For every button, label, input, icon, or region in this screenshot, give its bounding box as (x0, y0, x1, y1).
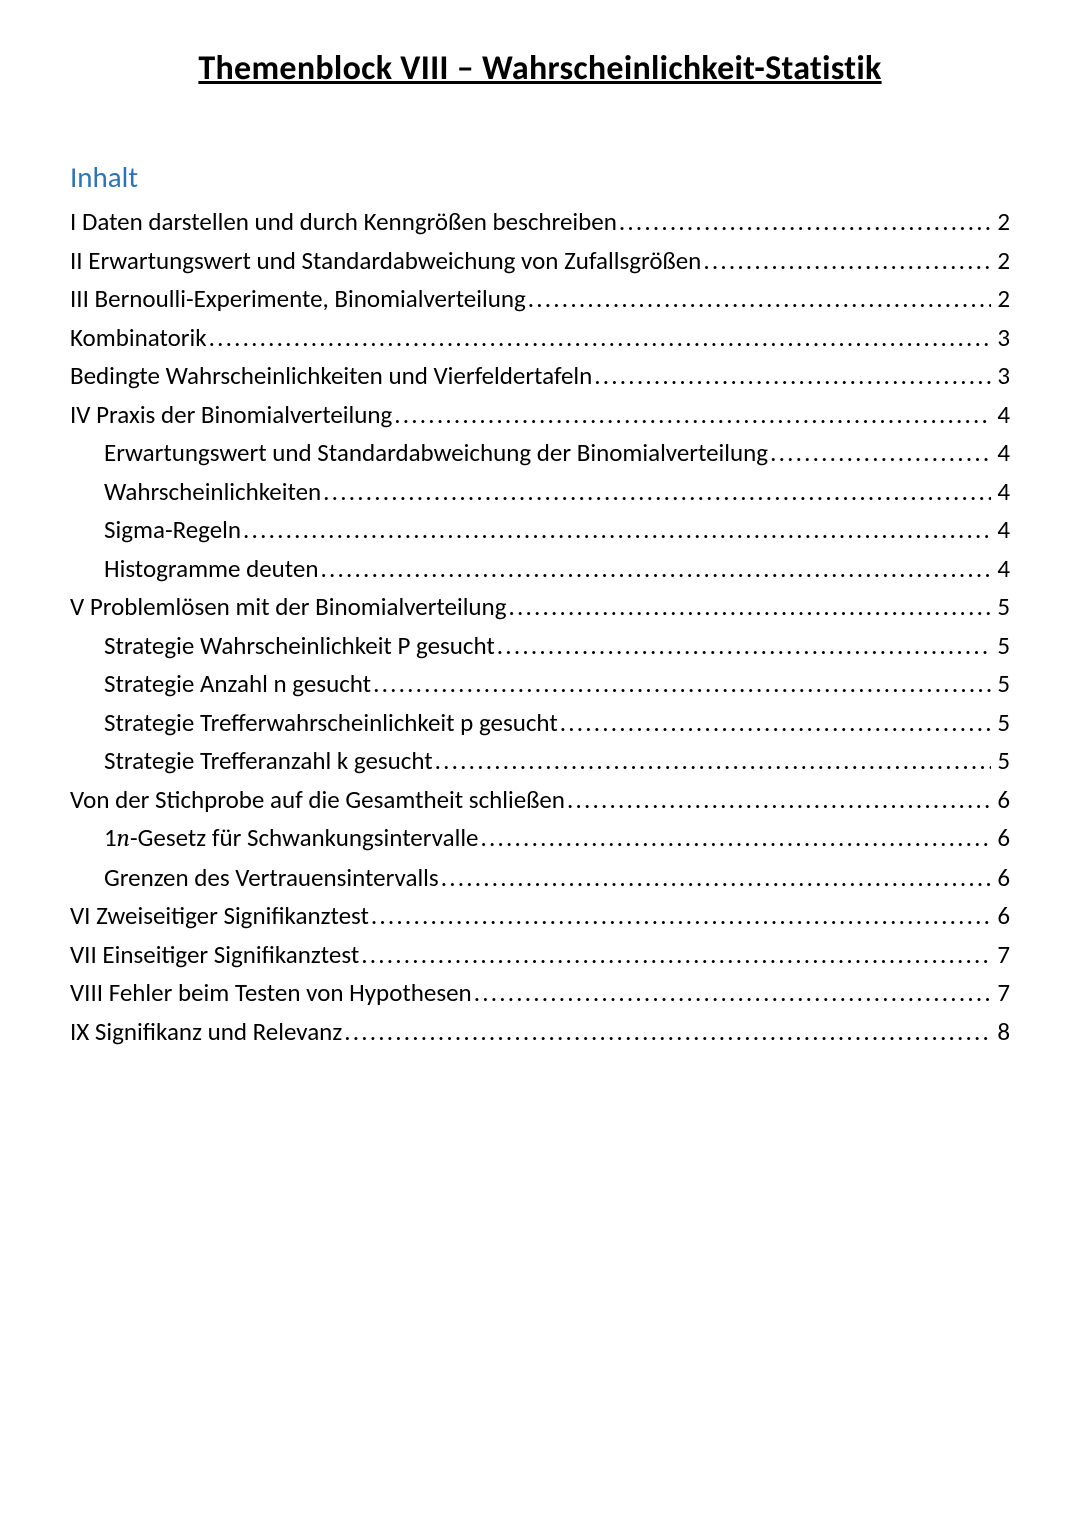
toc-entry-label: VIII Fehler beim Testen von Hypothesen (70, 980, 472, 1005)
toc-entry-label: VI Zweiseitiger Signifikanztest (70, 903, 369, 928)
toc-entry[interactable]: IV Praxis der Binomialverteilung 4 (70, 402, 1010, 427)
toc-entry-page: 6 (993, 825, 1010, 850)
toc-entry-page: 3 (993, 363, 1010, 388)
toc-leader-dots (243, 517, 991, 542)
toc-leader-dots (560, 710, 992, 735)
toc-entry-page: 2 (993, 286, 1010, 311)
toc-entry-label: III Bernoulli-Experimente, Binomialverte… (70, 286, 526, 311)
toc-entry-label: I Daten darstellen und durch Kenngrößen … (70, 209, 617, 234)
toc-entry[interactable]: II Erwartungswert und Standardabweichung… (70, 248, 1010, 273)
toc-leader-dots (441, 865, 992, 890)
toc-entry[interactable]: Strategie Trefferanzahl k gesucht 5 (70, 748, 1010, 773)
toc-entry-label: Bedingte Wahrscheinlichkeiten und Vierfe… (70, 363, 592, 388)
toc-entry-label: Kombinatorik (70, 325, 207, 350)
toc-leader-dots (497, 633, 992, 658)
toc-entry-label: Strategie Anzahl n gesucht (104, 671, 371, 696)
toc-entry-label: IV Praxis der Binomialverteilung (70, 402, 392, 427)
toc-leader-dots (474, 980, 992, 1005)
toc-leader-dots (321, 556, 992, 581)
toc-entry[interactable]: Kombinatorik 3 (70, 325, 1010, 350)
toc-entry-label: Strategie Trefferanzahl k gesucht (104, 748, 433, 773)
toc-entry-page: 4 (993, 440, 1010, 465)
table-of-contents: I Daten darstellen und durch Kenngrößen … (70, 209, 1010, 1044)
toc-leader-dots (373, 671, 991, 696)
toc-entry-page: 5 (993, 748, 1010, 773)
toc-entry-label: Von der Stichprobe auf die Gesamtheit sc… (70, 787, 565, 812)
toc-leader-dots (209, 325, 992, 350)
toc-entry[interactable]: VI Zweiseitiger Signifikanztest 6 (70, 903, 1010, 928)
toc-entry-label: VII Einseitiger Signifikanztest (70, 942, 359, 967)
toc-entry-page: 7 (993, 980, 1010, 1005)
toc-entry-page: 6 (993, 787, 1010, 812)
toc-entry[interactable]: VIII Fehler beim Testen von Hypothesen 7 (70, 980, 1010, 1005)
toc-entry-page: 4 (993, 556, 1010, 581)
toc-leader-dots (619, 209, 992, 234)
toc-leader-dots (323, 479, 991, 504)
toc-entry-page: 2 (993, 209, 1010, 234)
toc-entry-page: 7 (993, 942, 1010, 967)
toc-entry-label: V Problemlösen mit der Binomialverteilun… (70, 594, 506, 619)
toc-header: Inhalt (70, 159, 1010, 195)
toc-leader-dots (528, 286, 992, 311)
toc-entry[interactable]: I Daten darstellen und durch Kenngrößen … (70, 209, 1010, 234)
toc-leader-dots (371, 903, 991, 928)
toc-entry[interactable]: Histogramme deuten 4 (70, 556, 1010, 581)
toc-entry-page: 5 (993, 633, 1010, 658)
toc-entry[interactable]: VII Einseitiger Signifikanztest 7 (70, 942, 1010, 967)
toc-entry[interactable]: III Bernoulli-Experimente, Binomialverte… (70, 286, 1010, 311)
toc-entry-label: Sigma-Regeln (104, 517, 241, 542)
toc-entry-page: 5 (993, 710, 1010, 735)
toc-leader-dots (361, 942, 991, 967)
page-title: Themenblock VIII – Wahrscheinlichkeit-St… (70, 48, 1010, 89)
toc-entry[interactable]: Bedingte Wahrscheinlichkeiten und Vierfe… (70, 363, 1010, 388)
toc-entry[interactable]: Erwartungswert und Standardabweichung de… (70, 440, 1010, 465)
toc-entry-label: Strategie Wahrscheinlichkeit P gesucht (104, 633, 495, 658)
toc-entry[interactable]: Grenzen des Vertrauensintervalls 6 (70, 865, 1010, 890)
toc-entry-label: Strategie Trefferwahrscheinlichkeit p ge… (104, 710, 558, 735)
toc-entry-label: IX Signifikanz und Relevanz (70, 1019, 342, 1044)
toc-entry-page: 4 (993, 517, 1010, 542)
toc-entry-page: 4 (993, 402, 1010, 427)
toc-entry-page: 5 (993, 671, 1010, 696)
toc-entry-page: 3 (993, 325, 1010, 350)
toc-entry[interactable]: Sigma-Regeln 4 (70, 517, 1010, 542)
toc-leader-dots (481, 825, 992, 850)
toc-leader-dots (344, 1019, 991, 1044)
toc-entry-page: 6 (993, 865, 1010, 890)
toc-entry-page: 5 (993, 594, 1010, 619)
toc-entry-page: 2 (993, 248, 1010, 273)
toc-entry-label: Erwartungswert und Standardabweichung de… (104, 440, 768, 465)
toc-entry-label: Grenzen des Vertrauensintervalls (104, 865, 439, 890)
toc-leader-dots (594, 363, 991, 388)
toc-leader-dots (508, 594, 991, 619)
toc-entry-label: II Erwartungswert und Standardabweichung… (70, 248, 701, 273)
toc-leader-dots (703, 248, 991, 273)
toc-leader-dots (567, 787, 991, 812)
toc-leader-dots (394, 402, 991, 427)
toc-entry-label: Wahrscheinlichkeiten (104, 479, 321, 504)
toc-leader-dots (435, 748, 992, 773)
toc-entry-page: 8 (993, 1019, 1010, 1044)
toc-entry-page: 6 (993, 903, 1010, 928)
toc-entry[interactable]: Strategie Anzahl n gesucht 5 (70, 671, 1010, 696)
toc-entry-page: 4 (993, 479, 1010, 504)
toc-entry[interactable]: Wahrscheinlichkeiten 4 (70, 479, 1010, 504)
toc-entry[interactable]: V Problemlösen mit der Binomialverteilun… (70, 594, 1010, 619)
toc-entry[interactable]: IX Signifikanz und Relevanz 8 (70, 1019, 1010, 1044)
toc-leader-dots (770, 440, 991, 465)
toc-entry[interactable]: Von der Stichprobe auf die Gesamtheit sc… (70, 787, 1010, 812)
toc-entry-label: Histogramme deuten (104, 556, 319, 581)
toc-entry[interactable]: Strategie Trefferwahrscheinlichkeit p ge… (70, 710, 1010, 735)
toc-entry-label: 1n-Gesetz für Schwankungsintervalle (104, 825, 479, 851)
toc-entry[interactable]: Strategie Wahrscheinlichkeit P gesucht 5 (70, 633, 1010, 658)
toc-entry[interactable]: 1n-Gesetz für Schwankungsintervalle 6 (70, 825, 1010, 851)
